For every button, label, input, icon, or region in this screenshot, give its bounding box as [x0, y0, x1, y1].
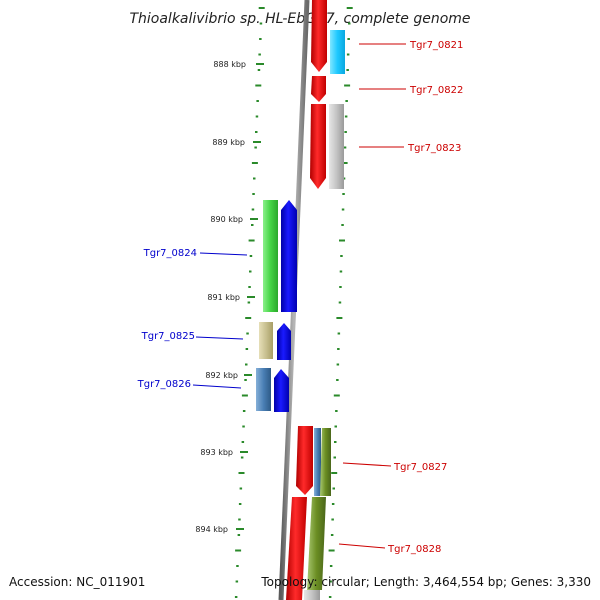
gene-arrow[interactable] [274, 369, 289, 412]
tick-label: 888 kbp [213, 60, 246, 69]
genome-summary-text: Topology: circular; Length: 3,464,554 bp… [260, 575, 591, 589]
gene-tgr7-0823[interactable]: Tgr7_0823 [310, 104, 461, 189]
gene-label[interactable]: Tgr7_0824 [143, 248, 197, 259]
gene-arrow[interactable] [310, 104, 326, 189]
tick-label: 892 kbp [205, 371, 238, 380]
tick-label: 891 kbp [207, 293, 240, 302]
gene-partner-block[interactable] [307, 497, 326, 590]
tick-label: 889 kbp [212, 138, 245, 147]
gene-label[interactable]: Tgr7_0826 [137, 379, 191, 390]
gene-partner-block[interactable] [330, 30, 345, 74]
gene-partner-block[interactable] [256, 368, 271, 411]
accession-text: Accession: NC_011901 [9, 575, 145, 589]
gene-tgr7-0824[interactable]: Tgr7_0824 [143, 200, 297, 312]
scale-ticks: 888 kbp 889 kbp 890 kbp 891 kbp 892 kbp … [195, 60, 264, 534]
gene-tgr7-0825[interactable]: Tgr7_0825 [141, 322, 291, 360]
gene-arrow[interactable] [311, 76, 326, 102]
leader-line [199, 252, 248, 256]
gene-arrow[interactable] [311, 0, 327, 72]
tick-rails [234, 7, 353, 598]
tick-label: 894 kbp [195, 525, 228, 534]
leader-line [195, 336, 244, 340]
gene-arrow[interactable] [286, 497, 307, 600]
leader-line [338, 543, 386, 549]
leader-line [192, 384, 242, 389]
gene-partner-block[interactable] [320, 428, 331, 496]
gene-tgr7-0822[interactable]: Tgr7_0822 [311, 76, 463, 102]
gene-label[interactable]: Tgr7_0821 [409, 40, 463, 51]
gene-label[interactable]: Tgr7_0823 [407, 143, 461, 154]
gene-label[interactable]: Tgr7_0822 [409, 85, 463, 96]
leader-line [342, 462, 392, 467]
gene-tgr7-0826[interactable]: Tgr7_0826 [137, 368, 289, 412]
gene-tgr7-0828[interactable]: Tgr7_0828 [286, 497, 441, 600]
gene-partner-block[interactable] [329, 104, 344, 189]
gene-partner-block[interactable] [259, 322, 273, 359]
gene-partner-block-tail[interactable] [304, 590, 320, 600]
gene-partner-block[interactable] [263, 200, 278, 312]
gene-partner-block-small[interactable] [314, 428, 321, 496]
map-title: Thioalkalivibrio sp. HL-EbGR7, complete … [129, 11, 470, 27]
gene-label[interactable]: Tgr7_0827 [393, 462, 447, 473]
tick-label: 893 kbp [200, 448, 233, 457]
tick-label: 890 kbp [210, 215, 243, 224]
gene-arrow[interactable] [296, 426, 313, 495]
gene-tgr7-0821[interactable]: Tgr7_0821 [311, 0, 463, 74]
gene-label[interactable]: Tgr7_0828 [387, 544, 441, 555]
gene-arrow[interactable] [281, 200, 297, 312]
gene-arrow[interactable] [277, 323, 291, 360]
gene-label[interactable]: Tgr7_0825 [141, 331, 195, 342]
gene-tgr7-0827[interactable]: Tgr7_0827 [296, 426, 447, 496]
